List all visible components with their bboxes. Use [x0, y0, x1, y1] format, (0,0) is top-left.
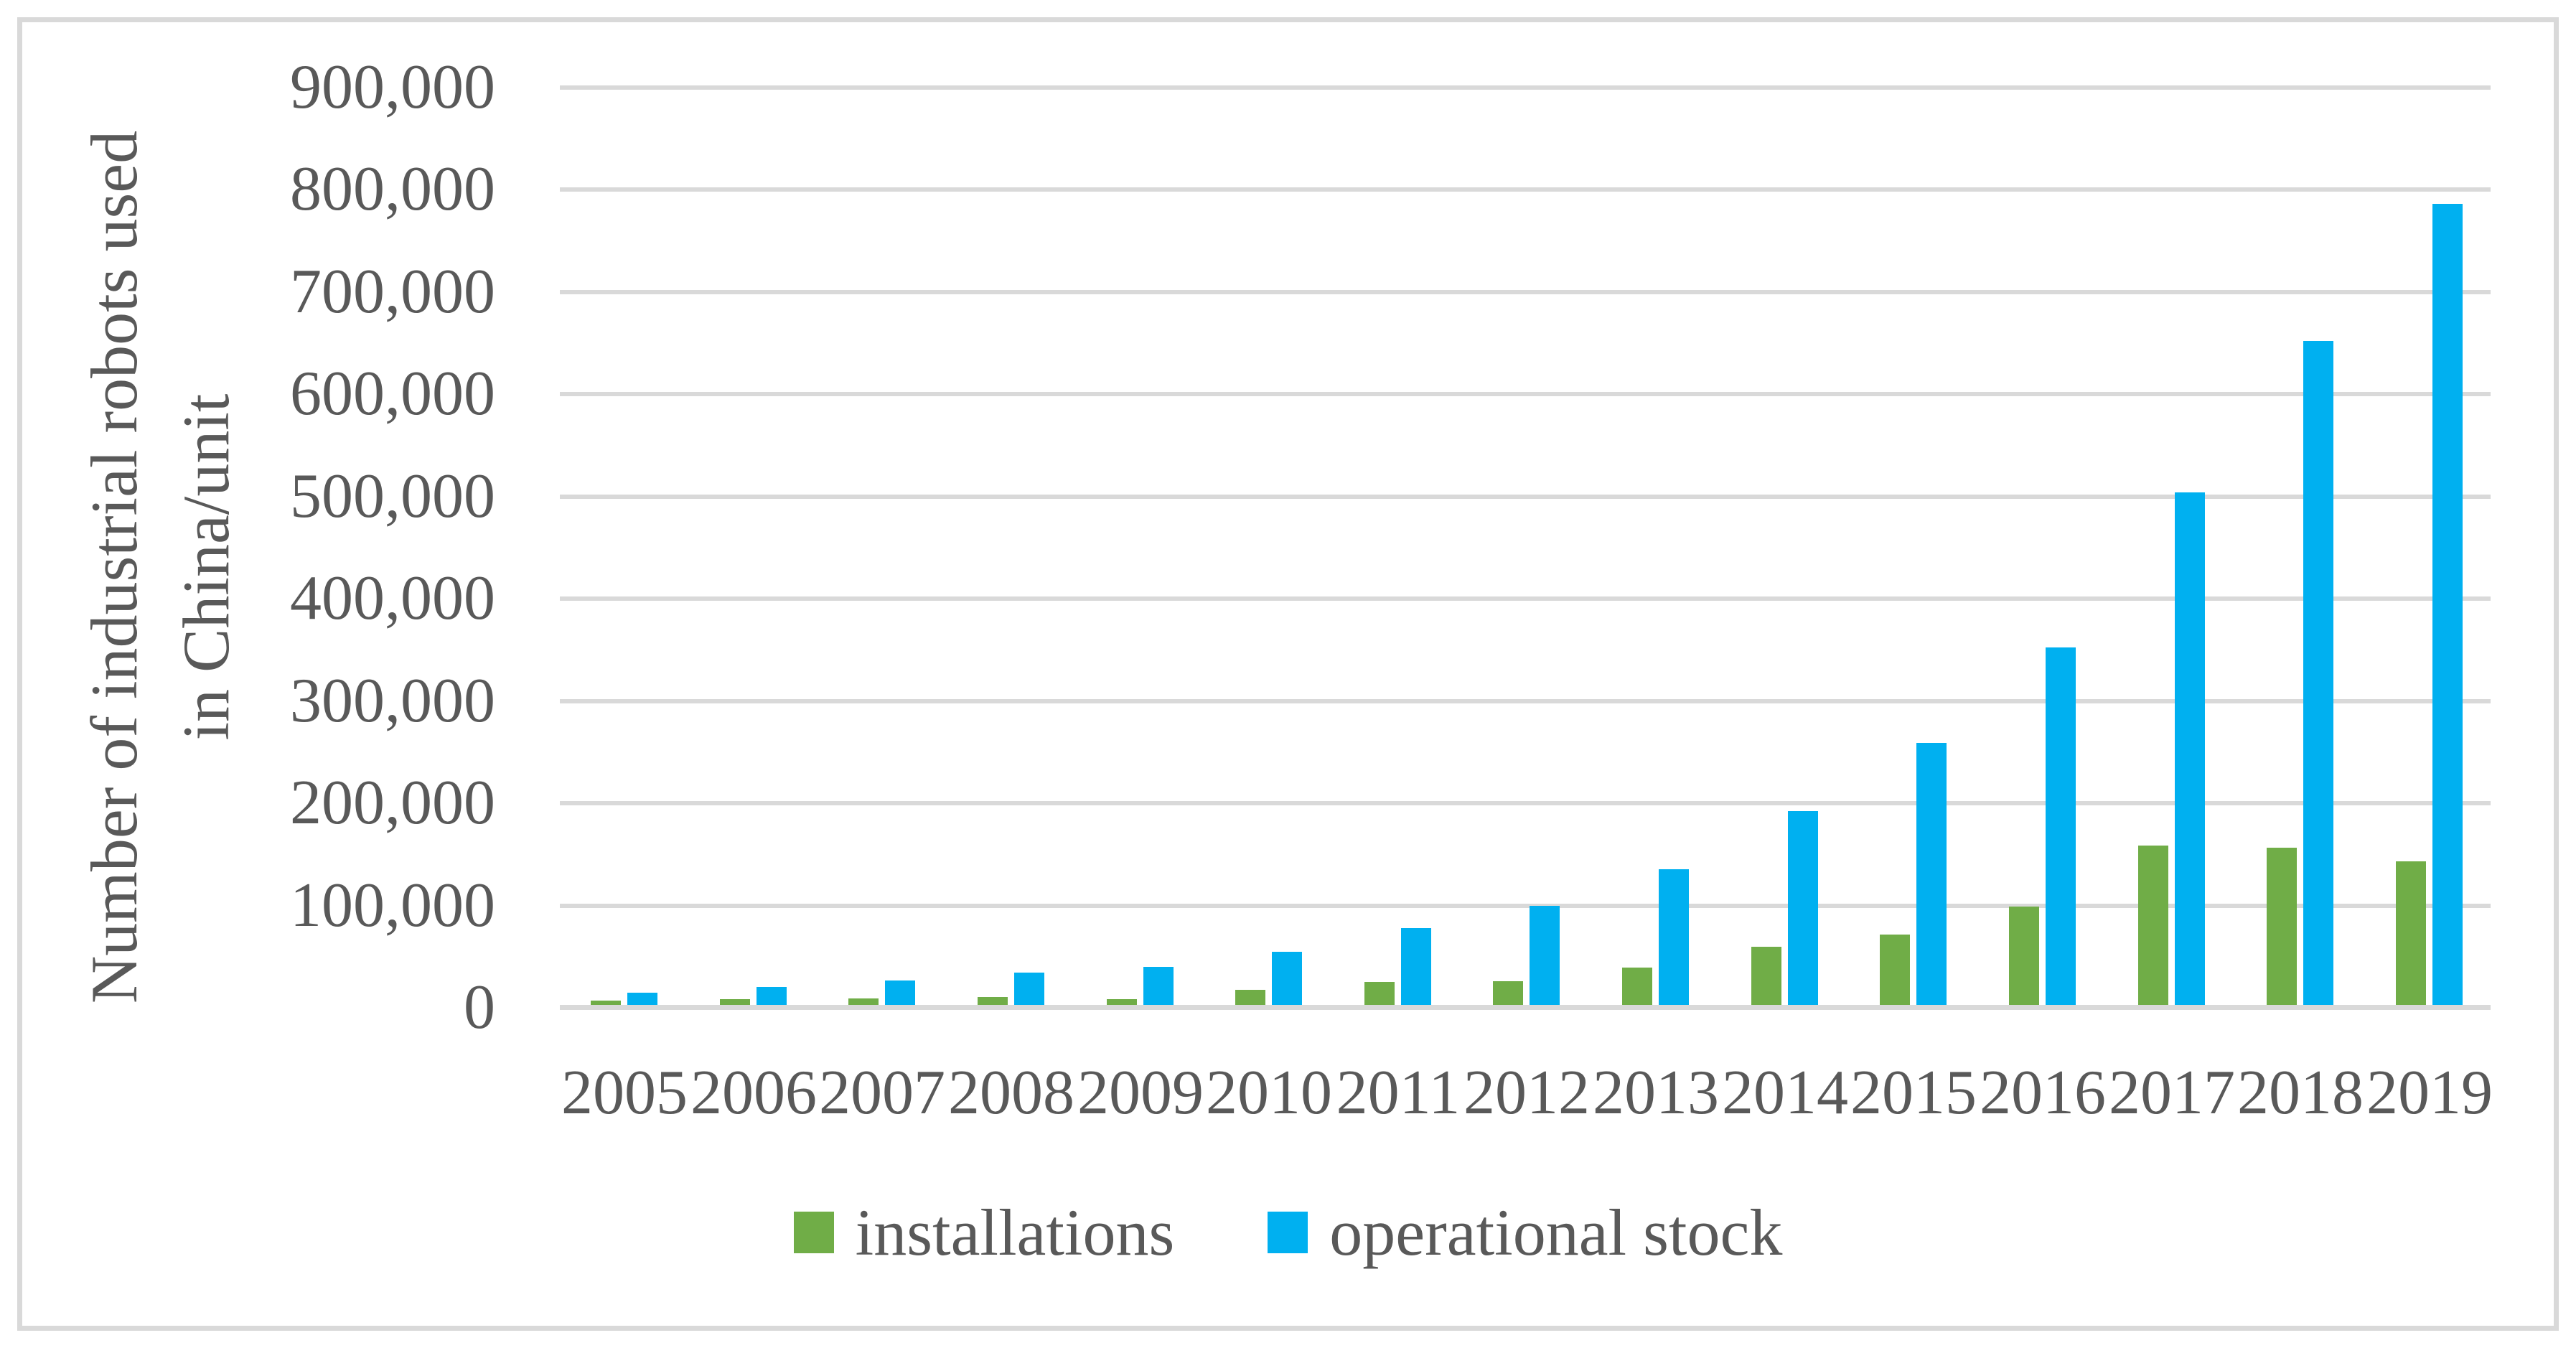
bar-installations-2009	[1106, 999, 1137, 1005]
bar-installations-2006	[719, 999, 750, 1005]
y-tick-label-0: 0	[464, 973, 495, 1042]
bar-installations-2013	[1622, 968, 1653, 1005]
y-tick-label-700000: 700,000	[290, 257, 495, 327]
bar-installations-2008	[977, 997, 1008, 1005]
gridline	[560, 903, 2491, 908]
y-tick-label-900000: 900,000	[290, 52, 495, 122]
y-tick-label-500000: 500,000	[290, 462, 495, 531]
legend: installations operational stock	[0, 1193, 2576, 1272]
bar-operational-stock-2017	[2174, 492, 2205, 1005]
y-tick-label-400000: 400,000	[290, 563, 495, 633]
y-tick-label-100000: 100,000	[290, 871, 495, 940]
bar-operational-stock-2012	[1530, 906, 1560, 1005]
gridline	[560, 494, 2491, 499]
bar-operational-stock-2018	[2303, 341, 2334, 1005]
plot-area	[560, 85, 2491, 1010]
bar-operational-stock-2013	[1659, 869, 1690, 1005]
x-axis-line	[560, 1005, 2491, 1010]
bar-operational-stock-2014	[1787, 811, 1818, 1005]
installations-swatch-icon	[793, 1212, 834, 1253]
gridline	[560, 187, 2491, 192]
bar-operational-stock-2015	[1916, 743, 1947, 1005]
bar-installations-2019	[2395, 861, 2426, 1005]
bar-operational-stock-2009	[1143, 967, 1174, 1005]
bar-installations-2015	[1880, 935, 1911, 1005]
x-tick-label-2010: 2010	[1206, 1058, 1332, 1128]
bar-installations-2014	[1751, 947, 1781, 1005]
y-tick-label-300000: 300,000	[290, 666, 495, 736]
x-tick-label-2019: 2019	[2366, 1058, 2493, 1128]
x-tick-label-2017: 2017	[2109, 1058, 2235, 1128]
bar-operational-stock-2008	[1013, 973, 1044, 1005]
bar-operational-stock-2007	[885, 980, 916, 1005]
gridline	[560, 289, 2491, 294]
gridline	[560, 801, 2491, 806]
y-tick-label-600000: 600,000	[290, 359, 495, 429]
bar-installations-2005	[591, 1001, 621, 1005]
bar-operational-stock-2010	[1272, 952, 1303, 1005]
x-tick-label-2008: 2008	[948, 1058, 1074, 1128]
bar-operational-stock-2019	[2432, 204, 2463, 1005]
x-tick-label-2016: 2016	[1980, 1058, 2106, 1128]
x-tick-label-2011: 2011	[1336, 1058, 1461, 1128]
gridline	[560, 698, 2491, 703]
x-tick-label-2005: 2005	[561, 1058, 688, 1128]
x-tick-label-2015: 2015	[1850, 1058, 1977, 1128]
x-tick-label-2009: 2009	[1077, 1058, 1204, 1128]
gridline	[560, 596, 2491, 602]
y-axis-title-line1: Number of industrial robots used	[78, 130, 151, 1004]
bar-installations-2012	[1493, 981, 1524, 1005]
bar-operational-stock-2011	[1400, 928, 1431, 1005]
bar-operational-stock-2006	[756, 987, 787, 1005]
bar-installations-2016	[2009, 907, 2040, 1005]
bar-installations-2011	[1364, 982, 1395, 1005]
bar-installations-2010	[1235, 990, 1266, 1005]
legend-label-operational-stock: operational stock	[1329, 1196, 1783, 1269]
operational-stock-swatch-icon	[1268, 1212, 1308, 1253]
x-tick-label-2018: 2018	[2237, 1058, 2364, 1128]
bar-installations-2007	[848, 998, 879, 1005]
gridline	[560, 392, 2491, 397]
x-tick-label-2012: 2012	[1463, 1058, 1590, 1128]
x-tick-label-2013: 2013	[1593, 1058, 1719, 1128]
chart-border-frame	[17, 17, 2559, 1331]
legend-label-installations: installations	[855, 1196, 1175, 1269]
bar-installations-2017	[2137, 846, 2168, 1005]
bar-operational-stock-2005	[627, 993, 657, 1005]
gridline	[560, 85, 2491, 90]
legend-item-operational-stock: operational stock	[1268, 1197, 1782, 1268]
bar-installations-2018	[2267, 848, 2298, 1005]
y-tick-label-200000: 200,000	[290, 768, 495, 838]
y-tick-label-800000: 800,000	[290, 154, 495, 224]
x-tick-label-2007: 2007	[819, 1058, 945, 1128]
x-tick-label-2006: 2006	[690, 1058, 817, 1128]
x-tick-label-2014: 2014	[1722, 1058, 1848, 1128]
bar-operational-stock-2016	[2046, 647, 2076, 1005]
legend-item-installations: installations	[793, 1196, 1175, 1269]
